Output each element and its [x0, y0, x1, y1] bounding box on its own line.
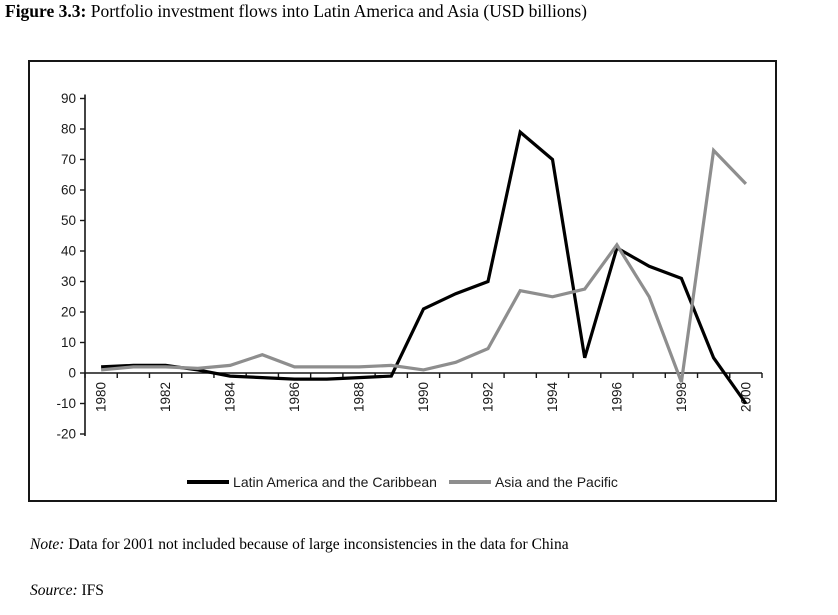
- figure-number-label: Figure 3.3:: [5, 1, 87, 21]
- x-axis-label: 1988: [352, 382, 367, 412]
- line-chart: 90 80 70 60 50 40 30 20 10 0 -10 -20 1980 1982 1984 198…: [56, 91, 763, 442]
- y-axis-label: 0: [68, 366, 76, 381]
- x-axis-label: 1984: [223, 382, 238, 413]
- x-axis-label: 1986: [287, 382, 302, 412]
- source-label: Source:: [30, 582, 78, 599]
- legend-label-latam: Latin America and the Caribbean: [233, 474, 437, 490]
- x-axis-label: 1980: [94, 382, 109, 412]
- note-text: Data for 2001 not included because of la…: [64, 536, 569, 553]
- figure-source: Source: IFS: [30, 582, 820, 600]
- legend-label-asia: Asia and the Pacific: [494, 474, 618, 490]
- y-axis-label: 10: [61, 335, 76, 350]
- series-line-latam: [101, 129, 748, 405]
- chart-frame: 90 80 70 60 50 40 30 20 10 0 -10 -20 1980 1982 1984 198…: [28, 60, 777, 502]
- figure-title: Figure 3.3: Portfolio investment flows i…: [5, 1, 833, 22]
- legend-swatch-asia: [448, 480, 491, 484]
- y-axis-label: 40: [61, 244, 76, 259]
- x-axis-label: 1982: [158, 382, 173, 412]
- source-text: IFS: [77, 582, 104, 599]
- y-axis-label: 70: [61, 152, 76, 167]
- y-axis-label: -10: [56, 396, 76, 411]
- y-axis-label: -20: [56, 427, 76, 442]
- x-axis-label: 1990: [416, 382, 431, 412]
- legend-swatch-latam: [187, 480, 230, 484]
- y-axis-label: 20: [61, 305, 76, 320]
- series-line-asia: [100, 146, 748, 383]
- chart-legend: Latin America and the Caribbean Asia and…: [30, 474, 775, 490]
- y-axis-label: 50: [61, 213, 76, 228]
- figure-title-text: Portfolio investment flows into Latin Am…: [86, 1, 587, 21]
- y-axis-label: 80: [61, 122, 76, 137]
- x-axis-label: 1994: [545, 382, 560, 413]
- note-label: Note:: [30, 536, 65, 553]
- x-axis-label: 1992: [480, 382, 495, 412]
- figure-note: Note: Data for 2001 not included because…: [30, 536, 820, 554]
- y-axis-label: 90: [61, 91, 76, 106]
- y-axis-label: 30: [61, 274, 76, 289]
- x-axis-label: 2000: [738, 382, 753, 412]
- x-axis-label: 1996: [609, 382, 624, 412]
- x-axis-label: 1998: [674, 382, 689, 412]
- y-axis-label: 60: [61, 183, 76, 198]
